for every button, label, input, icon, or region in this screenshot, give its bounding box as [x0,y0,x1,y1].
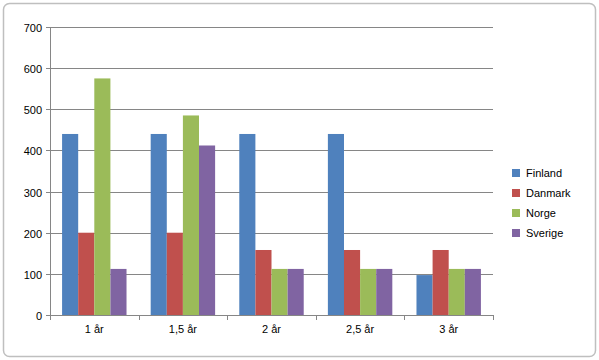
y-tick [46,27,50,28]
bar [255,250,271,315]
y-tick-label: 100 [24,269,42,281]
x-tick [139,315,140,320]
y-tick [46,274,50,275]
bar [433,250,449,315]
bar [288,269,304,315]
chart-svg: 0 100 200 300 400 500 600 700 1 år 1,5 år 2 år 2,5 … [0,0,599,360]
y-tick [46,68,50,69]
legend-swatch [512,169,520,177]
bar [465,269,481,315]
bar [360,269,376,315]
y-tick-label: 400 [24,145,42,157]
x-tick [50,315,51,320]
chart-container: 0 100 200 300 400 500 600 700 1 år 1,5 år 2 år 2,5 … [0,0,599,360]
grid-line [50,109,493,110]
y-tick-label: 300 [24,187,42,199]
bar [449,269,465,315]
x-tick [316,315,317,320]
y-tick [46,233,50,234]
bar [376,269,392,315]
grid-line [50,315,493,316]
x-tick-label: 2,5 år [346,323,374,335]
bar [62,134,78,315]
y-tick [46,150,50,151]
grid-line [50,150,493,151]
x-tick [227,315,228,320]
x-tick-label: 1 år [85,323,104,335]
x-tick [404,315,405,320]
x-tick [493,315,494,320]
legend-label: Sverige [526,227,563,239]
x-tick-label: 2 år [262,323,281,335]
legend-label: Finland [526,167,562,179]
y-tick-label: 700 [24,22,42,34]
grid-line [50,192,493,193]
bar [78,233,94,315]
y-tick-label: 500 [24,104,42,116]
y-axis-line [50,27,51,315]
legend-swatch [512,209,520,217]
bar [239,134,255,315]
grid-line [50,27,493,28]
bar [416,275,432,315]
bar [110,269,126,315]
grid-line [50,233,493,234]
y-tick [46,315,50,316]
grid-line [50,68,493,69]
bar [94,78,110,315]
bars [62,78,481,315]
bar [344,250,360,315]
x-tick-label: 3 år [439,323,458,335]
y-tick-label: 600 [24,63,42,75]
y-tick [46,109,50,110]
x-axis-line [50,315,493,316]
legend-label: Norge [526,207,556,219]
y-tick-label: 200 [24,228,42,240]
y-tick-label: 0 [36,310,42,322]
bar [272,269,288,315]
x-tick-label: 1,5 år [169,323,197,335]
chart-frame [4,4,596,357]
bar [199,145,215,315]
bar [328,134,344,315]
legend-label: Danmark [526,187,571,199]
y-tick [46,192,50,193]
bar [167,233,183,315]
legend-swatch [512,189,520,197]
legend-swatch [512,229,520,237]
bar [151,134,167,315]
bar [183,115,199,315]
